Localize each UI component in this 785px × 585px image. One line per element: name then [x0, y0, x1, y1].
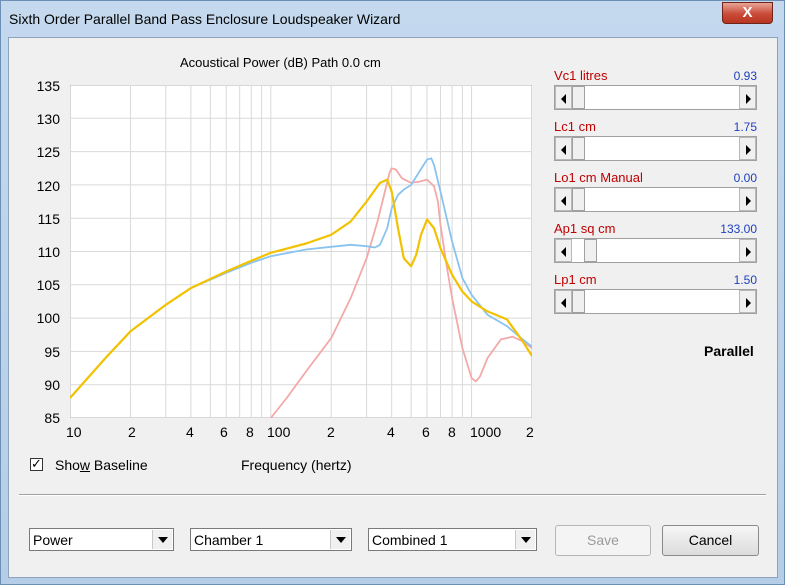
- param-slider[interactable]: [554, 187, 757, 212]
- close-icon: X: [742, 4, 753, 21]
- x-tick-label: 8: [448, 424, 456, 440]
- x-tick-label: 1000: [470, 424, 502, 440]
- param-value: 1.50: [733, 273, 757, 287]
- chevron-down-icon[interactable]: [330, 530, 350, 549]
- x-tick-label: 2: [327, 424, 335, 440]
- chamber-value: Chamber 1: [194, 532, 264, 548]
- scroll-left-button[interactable]: [555, 290, 572, 313]
- save-button[interactable]: Save: [555, 525, 651, 556]
- x-tick-label: 6: [422, 424, 430, 440]
- show-baseline-checkbox[interactable]: ✓: [30, 456, 43, 471]
- arrow-left-icon: [561, 94, 566, 104]
- series-line: [270, 167, 532, 418]
- arrow-left-icon: [561, 196, 566, 206]
- chart-grid: [70, 85, 532, 418]
- arrow-left-icon: [561, 247, 566, 257]
- window-title: Sixth Order Parallel Band Pass Enclosure…: [9, 11, 401, 27]
- baseline-label-part: Baseline: [90, 457, 148, 473]
- show-baseline-label: Show Baseline: [55, 457, 148, 473]
- check-icon: ✓: [31, 456, 42, 471]
- x-tick-label: 4: [387, 424, 395, 440]
- arrow-right-icon: [746, 196, 751, 206]
- param-label: Lp1 cm: [554, 272, 597, 287]
- y-tick-label: 125: [36, 144, 60, 161]
- mode-label: Parallel: [704, 343, 754, 359]
- arrow-left-icon: [561, 145, 566, 155]
- slider-thumb[interactable]: [584, 239, 598, 262]
- slider-thumb[interactable]: [572, 137, 585, 160]
- param-value: 133.00: [720, 222, 757, 236]
- chevron-down-icon[interactable]: [515, 530, 535, 549]
- frequency-response-chart: [70, 85, 532, 418]
- param-slider[interactable]: [554, 238, 757, 263]
- plot-title: Acoustical Power (dB) Path 0.0 cm: [180, 55, 381, 70]
- param-label: Vc1 litres: [554, 68, 608, 83]
- title-bar: Sixth Order Parallel Band Pass Enclosure…: [1, 1, 784, 37]
- chamber-dropdown[interactable]: Chamber 1: [190, 528, 352, 551]
- x-tick-label: 2: [128, 424, 136, 440]
- arrow-left-icon: [561, 298, 566, 308]
- scroll-right-button[interactable]: [739, 290, 756, 313]
- chevron-down-icon[interactable]: [152, 530, 172, 549]
- y-tick-label: 120: [36, 177, 60, 194]
- scroll-right-button[interactable]: [739, 137, 756, 160]
- scroll-left-button[interactable]: [555, 137, 572, 160]
- y-tick-label: 105: [36, 277, 60, 294]
- x-tick-label: 2: [526, 424, 534, 440]
- plot-type-dropdown[interactable]: Power: [29, 528, 174, 551]
- param-slider[interactable]: [554, 85, 757, 110]
- scroll-right-button[interactable]: [739, 188, 756, 211]
- y-tick-label: 95: [44, 343, 60, 360]
- x-tick-label: 10: [66, 424, 82, 440]
- scroll-left-button[interactable]: [555, 86, 572, 109]
- scroll-left-button[interactable]: [555, 188, 572, 211]
- y-tick-label: 85: [44, 410, 60, 426]
- baseline-label-accelerator: w: [79, 457, 91, 473]
- y-tick-label: 135: [36, 78, 60, 94]
- param-label: Lo1 cm Manual: [554, 170, 643, 185]
- param-slider[interactable]: [554, 136, 757, 161]
- x-axis-label: Frequency (hertz): [241, 457, 352, 473]
- param-value: 1.75: [733, 120, 757, 134]
- scroll-right-button[interactable]: [739, 239, 756, 262]
- plot-type-value: Power: [33, 532, 73, 548]
- baseline-label-part: Sho: [55, 457, 80, 473]
- y-tick-label: 110: [37, 244, 60, 260]
- param-value: 0.00: [733, 171, 757, 185]
- slider-thumb[interactable]: [572, 188, 585, 211]
- x-tick-label: 8: [246, 424, 254, 440]
- arrow-right-icon: [746, 298, 751, 308]
- arrow-right-icon: [746, 94, 751, 104]
- series-line: [70, 157, 532, 399]
- scroll-right-button[interactable]: [739, 86, 756, 109]
- param-slider[interactable]: [554, 289, 757, 314]
- x-tick-label: 6: [220, 424, 228, 440]
- param-label: Lc1 cm: [554, 119, 596, 134]
- series-line: [70, 178, 532, 399]
- client-area: Acoustical Power (dB) Path 0.0 cm 135 130…: [8, 37, 778, 578]
- separator: [19, 494, 766, 496]
- slider-thumb[interactable]: [572, 86, 585, 109]
- y-tick-label: 130: [36, 111, 60, 128]
- close-button[interactable]: X: [722, 2, 773, 24]
- y-tick-label: 100: [36, 310, 60, 327]
- y-tick-label: 90: [44, 376, 60, 393]
- combined-dropdown[interactable]: Combined 1: [368, 528, 537, 551]
- scroll-left-button[interactable]: [555, 239, 572, 262]
- arrow-right-icon: [746, 145, 751, 155]
- cancel-button[interactable]: Cancel: [662, 525, 759, 556]
- chart-series: [70, 157, 532, 418]
- param-value: 0.93: [733, 69, 757, 83]
- param-label: Ap1 sq cm: [554, 221, 616, 236]
- x-tick-label: 4: [186, 424, 194, 440]
- x-tick-label: 100: [267, 424, 291, 440]
- slider-thumb[interactable]: [572, 290, 585, 313]
- y-tick-label: 115: [37, 210, 60, 227]
- arrow-right-icon: [746, 247, 751, 257]
- combined-value: Combined 1: [372, 532, 448, 548]
